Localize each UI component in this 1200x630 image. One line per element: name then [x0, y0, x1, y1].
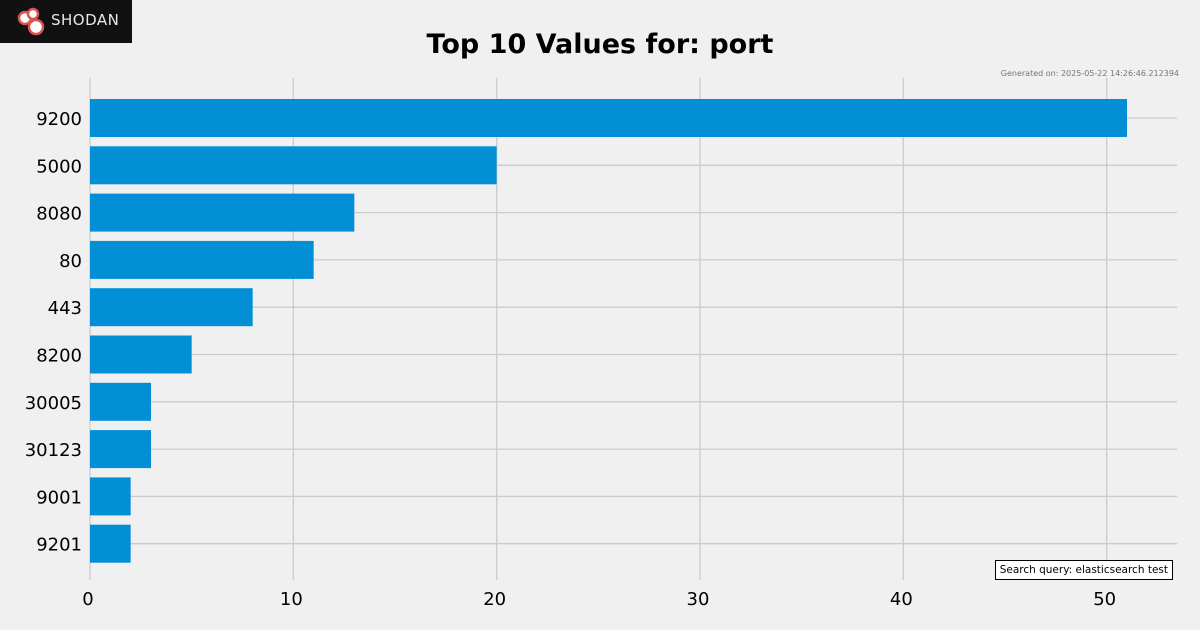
logo-wordmark: SHODAN — [51, 11, 120, 29]
bar-8080 — [90, 193, 355, 232]
search-query-box: Search query: elasticsearch test — [994, 560, 1173, 580]
chart-title: Top 10 Values for: port — [426, 29, 774, 60]
y-tick-label: 9200 — [36, 109, 82, 130]
y-tick-label: 30123 — [25, 440, 82, 461]
bar-9001 — [90, 477, 131, 516]
bars — [90, 99, 1127, 563]
shodan-logo: SHODAN — [0, 0, 132, 43]
y-tick-label: 5000 — [36, 156, 82, 177]
x-tick-label: 10 — [280, 589, 303, 610]
y-tick-label: 443 — [48, 298, 82, 319]
bar-80 — [90, 240, 314, 279]
bar-443 — [90, 288, 253, 327]
bar-9200 — [90, 99, 1127, 137]
x-tick-label: 50 — [1093, 589, 1116, 610]
y-tick-label: 80 — [59, 251, 82, 272]
bar-5000 — [90, 146, 497, 185]
x-tick-label: 20 — [483, 589, 506, 610]
y-tick-label: 8200 — [36, 346, 82, 367]
x-tick-label: 0 — [82, 589, 93, 610]
bar-8200 — [90, 335, 192, 374]
x-tick-label: 40 — [890, 589, 913, 610]
bar-9201 — [90, 524, 131, 563]
y-tick-label: 9001 — [36, 487, 82, 508]
bar-30005 — [90, 382, 151, 421]
x-tick-label: 30 — [687, 589, 710, 610]
axis-labels: 0 10 20 30 40 5092005000808080443820030005301… — [25, 109, 1116, 610]
shodan-logo-icon — [17, 7, 45, 36]
y-tick-label: 9201 — [36, 535, 82, 556]
y-tick-label: 30005 — [25, 393, 82, 414]
bar-30123 — [90, 430, 151, 469]
y-tick-label: 8080 — [36, 204, 82, 225]
generated-timestamp: Generated on: 2025-05-22 14:26:46.212394 — [1000, 69, 1179, 78]
